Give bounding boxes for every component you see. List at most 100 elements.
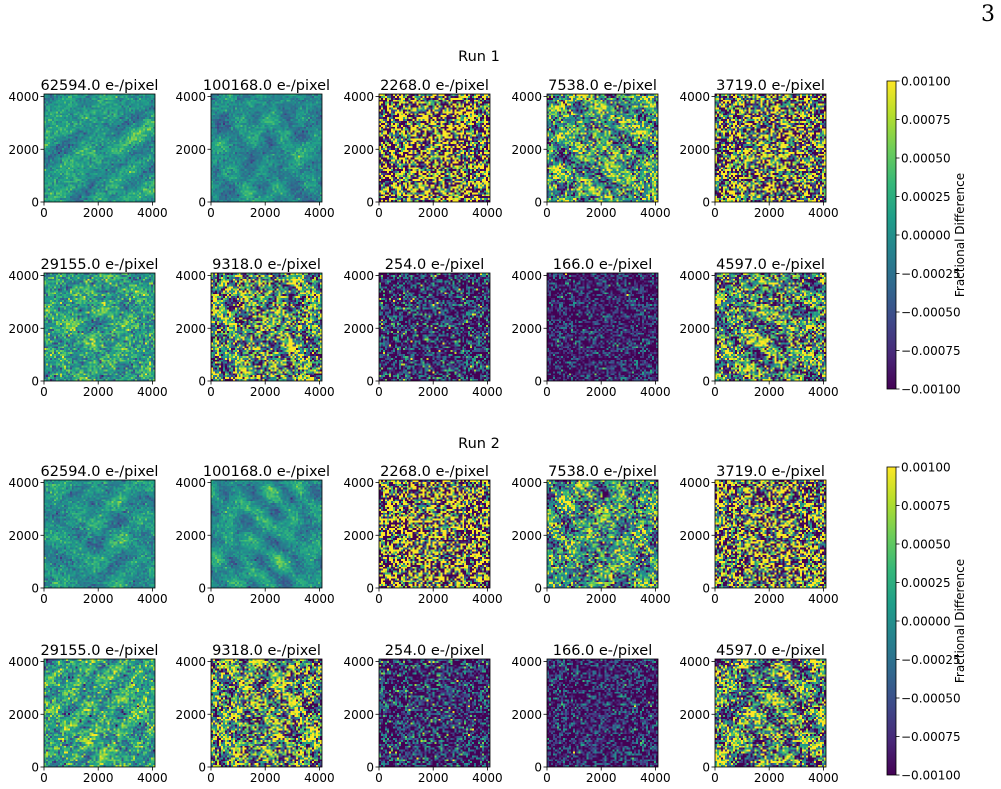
y-tick-label: 0 — [31, 761, 39, 775]
y-tick-label: 4000 — [679, 476, 710, 490]
y-tick-label: 0 — [198, 375, 206, 389]
y-tick-label: 0 — [702, 196, 710, 210]
colorbar-tick-label: −0.00050 — [901, 306, 961, 320]
x-tick-label: 2000 — [754, 385, 785, 399]
x-tick-label: 0 — [543, 206, 551, 220]
colorbar-tick-label: −0.00050 — [901, 692, 961, 706]
y-tick-label: 4000 — [175, 269, 206, 283]
x-tick-label: 2000 — [418, 385, 449, 399]
heatmap-image — [715, 480, 826, 588]
colorbar-tick-label: −0.00100 — [901, 769, 961, 783]
colorbar: 0.00100 0.00075 0.00050 0.00025 0.00000 −0.00… — [886, 75, 967, 397]
panel-title: 100168.0 e-/pixel — [203, 78, 330, 94]
x-tick-label: 4000 — [304, 771, 335, 785]
panel-title: 9318.0 e-/pixel — [212, 257, 321, 273]
colorbar-tick-label: −0.00025 — [901, 267, 961, 281]
x-tick-label: 4000 — [137, 592, 168, 606]
heatmap-image — [547, 273, 658, 381]
heatmap-image — [715, 273, 826, 381]
panel-title: 7538.0 e-/pixel — [548, 464, 657, 480]
y-tick-label: 4000 — [343, 269, 374, 283]
heatmap-panel: 7538.0 e-/pixel 0 2000 4000 4000 2000 0 — [511, 464, 670, 606]
x-tick-label: 4000 — [472, 385, 503, 399]
y-tick-label: 4000 — [679, 655, 710, 669]
heatmap-image — [379, 659, 490, 767]
colorbar-tick-label: 0.00050 — [901, 152, 951, 166]
y-tick-label: 2000 — [511, 143, 542, 157]
axes-frame — [378, 93, 491, 203]
colorbar-label: Fractional Difference — [953, 173, 967, 297]
x-tick-label: 2000 — [83, 385, 114, 399]
y-tick-label: 2000 — [343, 529, 374, 543]
heatmap-image — [211, 273, 322, 381]
y-tick-label: 2000 — [343, 143, 374, 157]
y-tick-label: 2000 — [511, 322, 542, 336]
x-tick-label: 2000 — [250, 206, 281, 220]
colorbar-tick-label: −0.00025 — [901, 653, 961, 667]
x-tick-label: 0 — [207, 206, 215, 220]
heatmap-panel: 166.0 e-/pixel 0 2000 4000 4000 2000 0 — [511, 643, 670, 785]
x-tick-label: 0 — [375, 206, 383, 220]
heatmap-image — [211, 94, 322, 202]
y-tick-label: 0 — [198, 196, 206, 210]
y-tick-label: 0 — [534, 761, 542, 775]
axes-frame — [43, 272, 156, 382]
axes-frame — [378, 479, 491, 589]
y-tick-label: 0 — [31, 375, 39, 389]
x-tick-label: 0 — [375, 592, 383, 606]
panel-title: 62594.0 e-/pixel — [41, 464, 159, 480]
heatmap-image — [44, 94, 155, 202]
x-tick-label: 4000 — [640, 771, 671, 785]
heatmap-image — [44, 480, 155, 588]
panel-title: 2268.0 e-/pixel — [380, 464, 489, 480]
y-tick-label: 4000 — [511, 90, 542, 104]
axes-frame — [210, 479, 323, 589]
x-tick-label: 2000 — [250, 592, 281, 606]
heatmap-panel: 3719.0 e-/pixel 0 2000 4000 4000 2000 0 — [679, 464, 838, 606]
y-tick-label: 4000 — [511, 269, 542, 283]
y-tick-label: 0 — [702, 582, 710, 596]
y-tick-label: 0 — [366, 761, 374, 775]
colorbar-tick-label: 0.00000 — [901, 615, 951, 629]
x-tick-label: 0 — [543, 771, 551, 785]
x-tick-label: 2000 — [83, 771, 114, 785]
x-tick-label: 0 — [207, 771, 215, 785]
colorbar-tick-label: −0.00075 — [901, 344, 961, 358]
heatmap-panel: 254.0 e-/pixel 0 2000 4000 4000 2000 0 — [343, 643, 502, 785]
panel-title: 7538.0 e-/pixel — [548, 78, 657, 94]
panel-title: 3719.0 e-/pixel — [716, 78, 825, 94]
y-tick-label: 2000 — [175, 322, 206, 336]
panel-title: 4597.0 e-/pixel — [716, 643, 825, 659]
x-tick-label: 2000 — [83, 206, 114, 220]
panel-title: 254.0 e-/pixel — [385, 257, 484, 273]
heatmap-panel: 100168.0 e-/pixel 0 2000 4000 4000 2000 0 — [175, 78, 334, 220]
x-tick-label: 0 — [711, 771, 719, 785]
y-tick-label: 4000 — [511, 655, 542, 669]
panel-title: 166.0 e-/pixel — [553, 257, 652, 273]
x-tick-label: 2000 — [586, 385, 617, 399]
axes-frame — [546, 658, 659, 768]
x-tick-label: 4000 — [640, 385, 671, 399]
x-tick-label: 2000 — [754, 206, 785, 220]
heatmap-panel: 166.0 e-/pixel 0 2000 4000 4000 2000 0 — [511, 257, 670, 399]
x-tick-label: 4000 — [472, 592, 503, 606]
y-tick-label: 0 — [702, 375, 710, 389]
x-tick-label: 4000 — [808, 771, 839, 785]
heatmap-panel: 254.0 e-/pixel 0 2000 4000 4000 2000 0 — [343, 257, 502, 399]
panel-title: 3719.0 e-/pixel — [716, 464, 825, 480]
x-tick-label: 4000 — [304, 206, 335, 220]
x-tick-label: 0 — [375, 385, 383, 399]
heatmap-panel: 62594.0 e-/pixel 0 2000 4000 4000 2000 0 — [8, 464, 167, 606]
heatmap-panel: 7538.0 e-/pixel 0 2000 4000 4000 2000 0 — [511, 78, 670, 220]
y-tick-label: 4000 — [8, 90, 39, 104]
axes-frame — [378, 658, 491, 768]
heatmap-image — [211, 480, 322, 588]
y-tick-label: 2000 — [175, 143, 206, 157]
x-tick-label: 4000 — [137, 771, 168, 785]
x-tick-label: 2000 — [754, 592, 785, 606]
y-tick-label: 4000 — [679, 90, 710, 104]
y-tick-label: 0 — [534, 582, 542, 596]
y-tick-label: 4000 — [343, 90, 374, 104]
y-tick-label: 4000 — [511, 476, 542, 490]
x-tick-label: 2000 — [754, 771, 785, 785]
